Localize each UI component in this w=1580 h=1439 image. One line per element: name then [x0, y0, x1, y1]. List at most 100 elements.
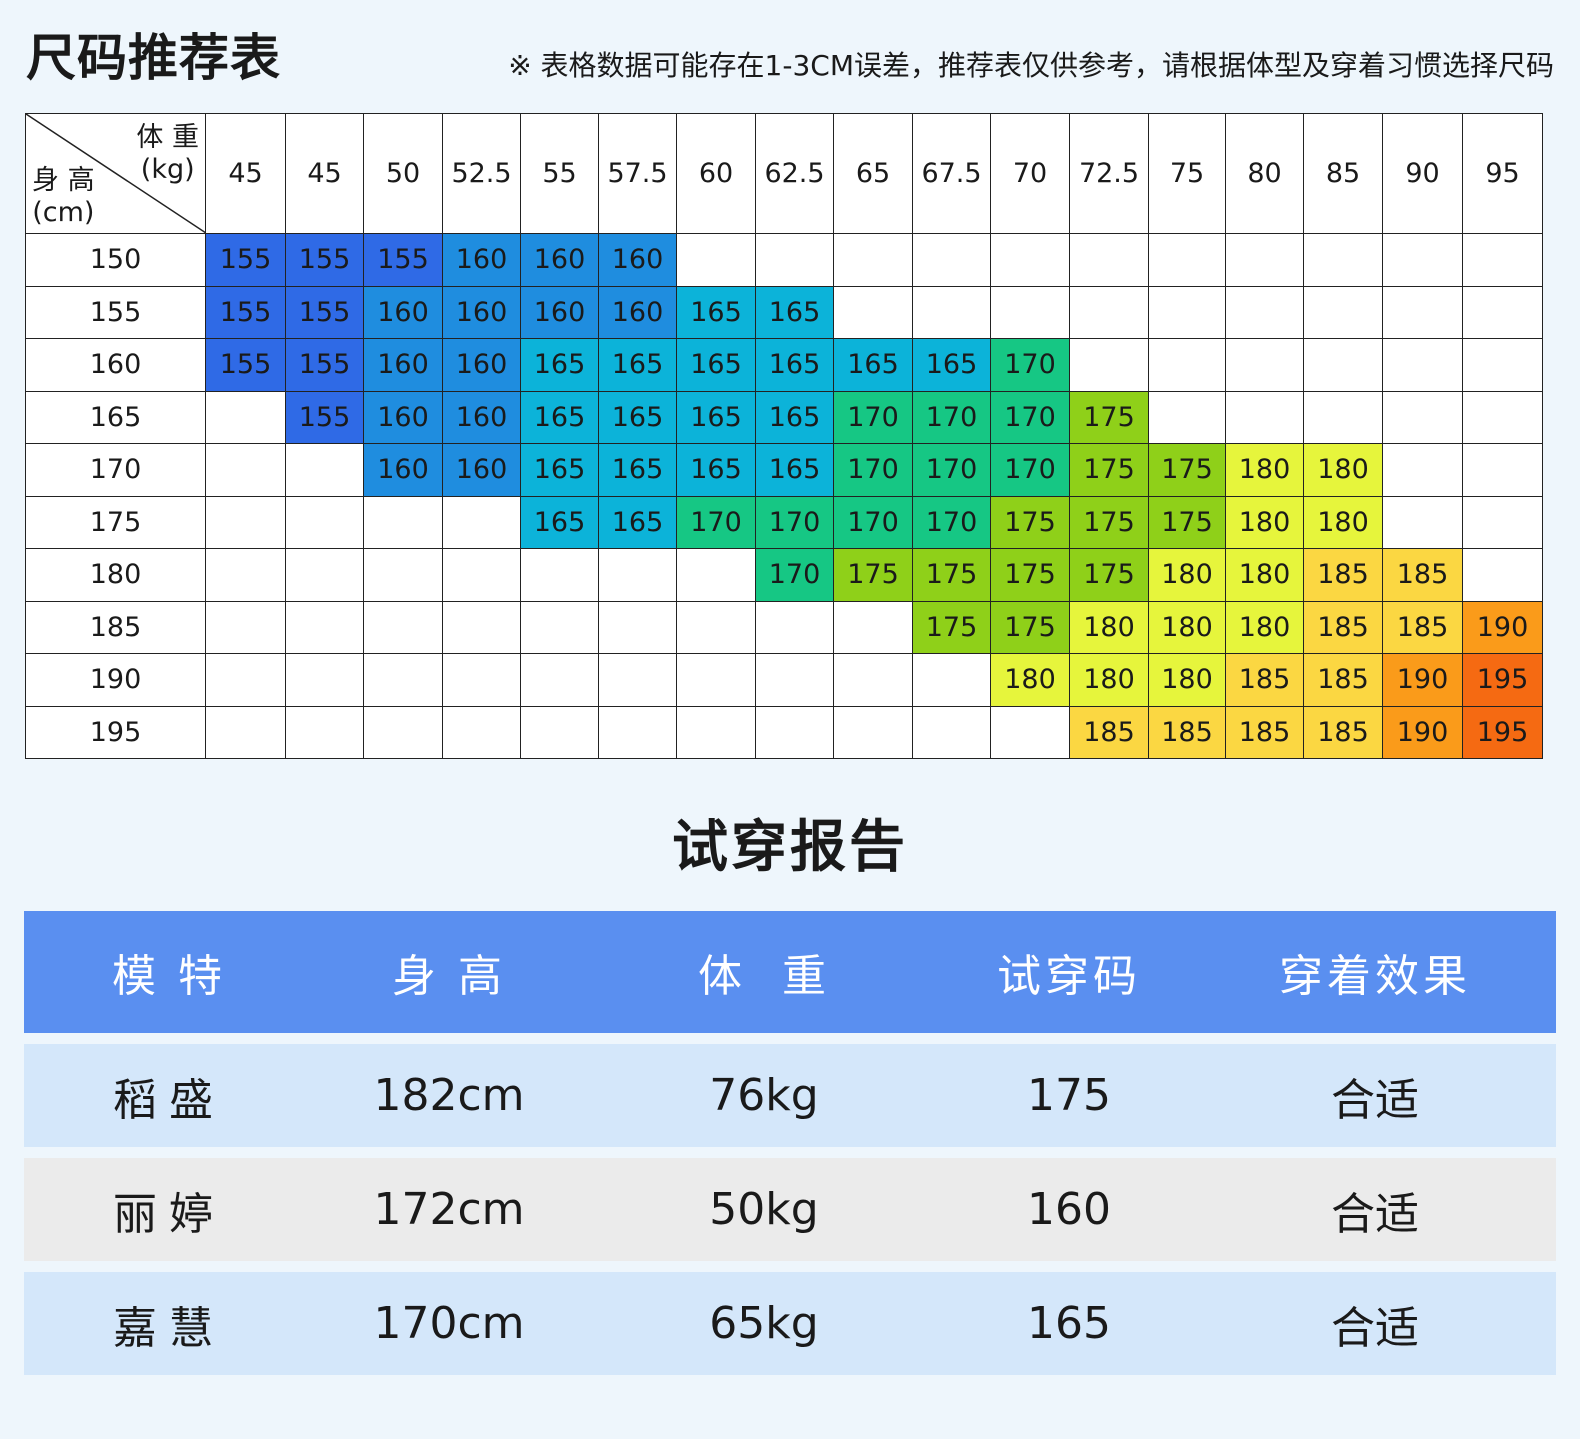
height-label: 160 [25, 338, 206, 392]
size-cell: 185 [1303, 548, 1383, 602]
height-axis-label: 身 高 (cm) [32, 165, 95, 229]
size-chart-table: 体 重 (kg) 身 高 (cm) 45 45 50 52.5 55 57.5 60 62.5… [25, 113, 1543, 759]
size-cell: 180 [1225, 600, 1304, 654]
size-cell: 170 [912, 390, 991, 444]
fitting-report-table: 模 特 身 高 体 重 试穿码 穿着效果 稻盛 182cm 76kg 175 合… [24, 911, 1556, 1375]
model-weight: 50kg [709, 1184, 819, 1235]
weight-header: 57.5 [598, 113, 677, 234]
size-cell: 185 [1225, 705, 1304, 759]
size-cell [1069, 338, 1149, 392]
size-cell: 175 [1069, 548, 1149, 602]
size-cell [1148, 390, 1226, 444]
size-cell: 185 [1303, 600, 1383, 654]
size-cell [1462, 390, 1543, 444]
weight-header: 70 [990, 113, 1070, 234]
height-label: 190 [25, 653, 206, 707]
size-cell: 155 [205, 233, 286, 287]
size-cell: 155 [205, 285, 286, 339]
size-cell [442, 705, 521, 759]
size-cell: 160 [363, 443, 443, 497]
size-cell [205, 390, 286, 444]
size-cell [1303, 390, 1383, 444]
size-cell [363, 548, 443, 602]
size-cell [205, 443, 286, 497]
weight-header: 95 [1462, 113, 1543, 234]
size-cell: 170 [755, 495, 834, 549]
model-effect: 合适 [1331, 1074, 1419, 1126]
size-cell: 160 [598, 285, 677, 339]
size-cell: 175 [1069, 495, 1149, 549]
size-cell [990, 285, 1070, 339]
size-cell [205, 600, 286, 654]
size-cell [598, 548, 677, 602]
size-cell: 165 [676, 390, 756, 444]
weight-header-row: 体 重 (kg) 身 高 (cm) 45 45 50 52.5 55 57.5 60 62.5… [25, 113, 1543, 234]
size-cell: 165 [676, 338, 756, 392]
size-cell: 170 [990, 338, 1070, 392]
size-cell [442, 653, 521, 707]
size-cell [1462, 495, 1543, 549]
size-cell [1462, 338, 1543, 392]
size-cell [755, 653, 834, 707]
size-cell [205, 705, 286, 759]
size-cell [755, 233, 834, 287]
size-cell: 175 [912, 548, 991, 602]
size-cell: 190 [1382, 653, 1463, 707]
weight-header: 55 [520, 113, 599, 234]
size-cell: 165 [520, 390, 599, 444]
size-cell: 190 [1382, 705, 1463, 759]
size-cell [205, 548, 286, 602]
size-cell: 170 [990, 390, 1070, 444]
size-cell [1382, 285, 1463, 339]
height-label: 150 [25, 233, 206, 287]
size-cell: 160 [363, 390, 443, 444]
size-cell: 175 [1069, 443, 1149, 497]
model-name: 稻盛 [113, 1074, 225, 1126]
weight-header: 75 [1148, 113, 1226, 234]
model-height: 170cm [373, 1298, 525, 1349]
height-label: 185 [25, 600, 206, 654]
size-cell: 160 [442, 233, 521, 287]
weight-header: 52.5 [442, 113, 521, 234]
weight-header: 67.5 [912, 113, 991, 234]
size-cell: 180 [1069, 600, 1149, 654]
size-cell [363, 653, 443, 707]
size-cell: 165 [676, 443, 756, 497]
size-cell: 185 [1148, 705, 1226, 759]
size-cell: 175 [1069, 390, 1149, 444]
size-cell [1069, 285, 1149, 339]
height-label: 180 [25, 548, 206, 602]
size-cell: 180 [1148, 548, 1226, 602]
size-cell: 160 [442, 338, 521, 392]
size-cell: 185 [1382, 548, 1463, 602]
size-cell: 175 [833, 548, 913, 602]
header-height: 身 高 [392, 951, 506, 1002]
size-cell: 170 [912, 443, 991, 497]
size-cell [1382, 338, 1463, 392]
size-cell: 155 [205, 338, 286, 392]
model-size: 160 [1027, 1184, 1111, 1235]
size-cell [1462, 285, 1543, 339]
size-cell: 165 [912, 338, 991, 392]
size-cell [1225, 233, 1304, 287]
size-row: 170 160 160 165 165 165 165 170 170 170 175 175 180 1… [25, 443, 1543, 497]
size-cell [1382, 443, 1463, 497]
weight-header: 65 [833, 113, 913, 234]
weight-axis-label: 体 重 (kg) [136, 122, 199, 186]
model-height: 172cm [373, 1184, 525, 1235]
size-cell [676, 233, 756, 287]
size-cell: 165 [598, 338, 677, 392]
size-cell [363, 705, 443, 759]
size-cell [285, 653, 364, 707]
size-cell [755, 705, 834, 759]
size-cell: 170 [833, 443, 913, 497]
model-name: 嘉慧 [113, 1302, 225, 1354]
size-cell: 165 [598, 443, 677, 497]
size-cell: 165 [520, 495, 599, 549]
size-cell [1303, 285, 1383, 339]
model-size: 165 [1027, 1298, 1111, 1349]
size-cell [1303, 338, 1383, 392]
weight-header: 72.5 [1069, 113, 1149, 234]
height-label: 175 [25, 495, 206, 549]
weight-header: 45 [285, 113, 364, 234]
